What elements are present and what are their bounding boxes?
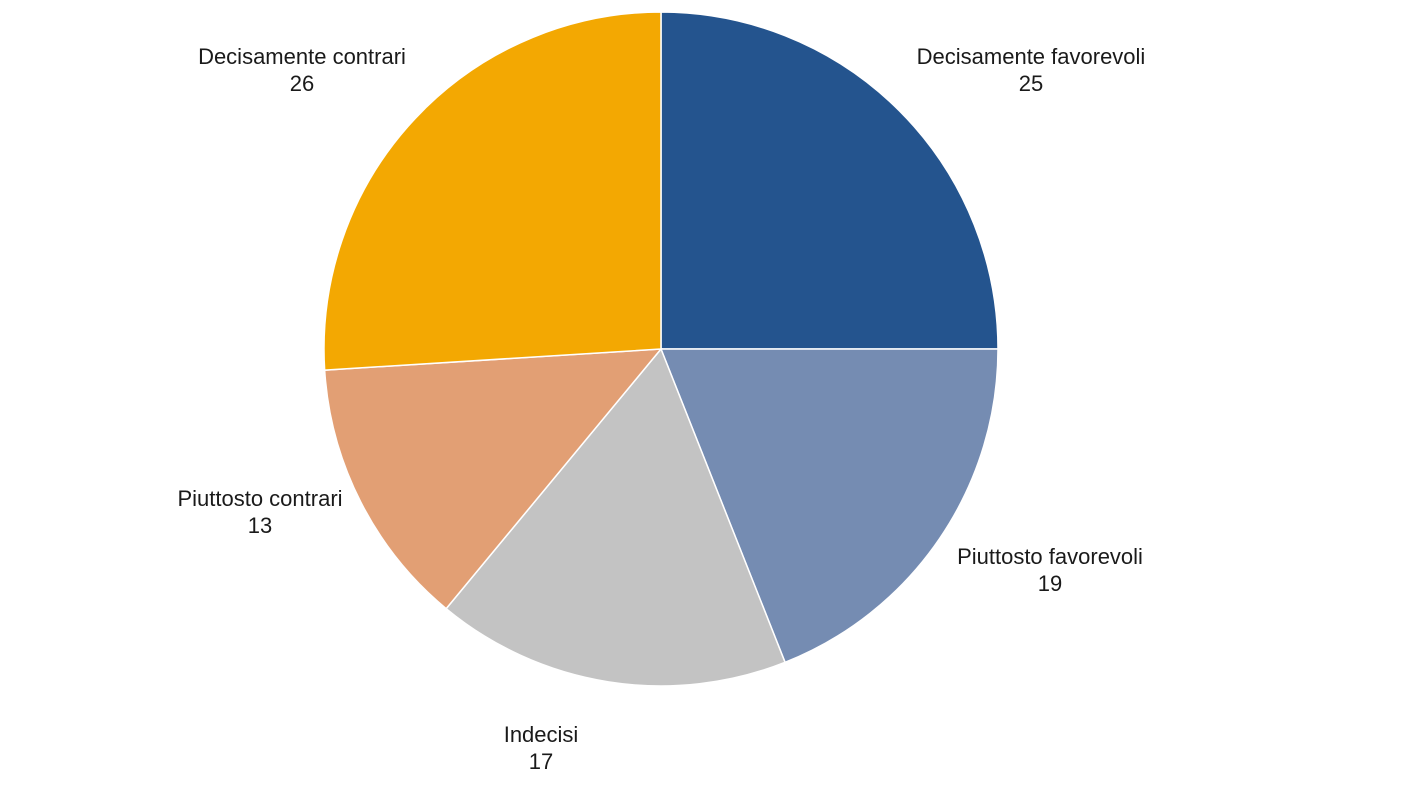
pie-slice-piuttosto-favorevoli <box>659 348 999 664</box>
slice-value-indecisi: 17 <box>529 749 553 774</box>
slice-value-decisamente-contrari: 26 <box>290 71 314 96</box>
slice-label-piuttosto-contrari: Piuttosto contrari <box>177 486 342 511</box>
slice-value-decisamente-favorevoli: 25 <box>1019 71 1043 96</box>
slice-value-piuttosto-contrari: 13 <box>248 513 272 538</box>
slice-label-indecisi: Indecisi <box>504 722 579 747</box>
pie-slice-indecisi <box>445 347 787 687</box>
pie-slice-decisamente-favorevoli <box>660 11 999 350</box>
pie-slice-decisamente-contrari <box>323 11 662 371</box>
pie-slices <box>323 11 999 687</box>
slice-value-piuttosto-favorevoli: 19 <box>1038 571 1062 596</box>
slice-label-decisamente-favorevoli: Decisamente favorevoli <box>917 44 1146 69</box>
pie-slice-piuttosto-contrari <box>323 348 663 610</box>
slice-label-piuttosto-favorevoli: Piuttosto favorevoli <box>957 544 1143 569</box>
slice-label-decisamente-contrari: Decisamente contrari <box>198 44 406 69</box>
